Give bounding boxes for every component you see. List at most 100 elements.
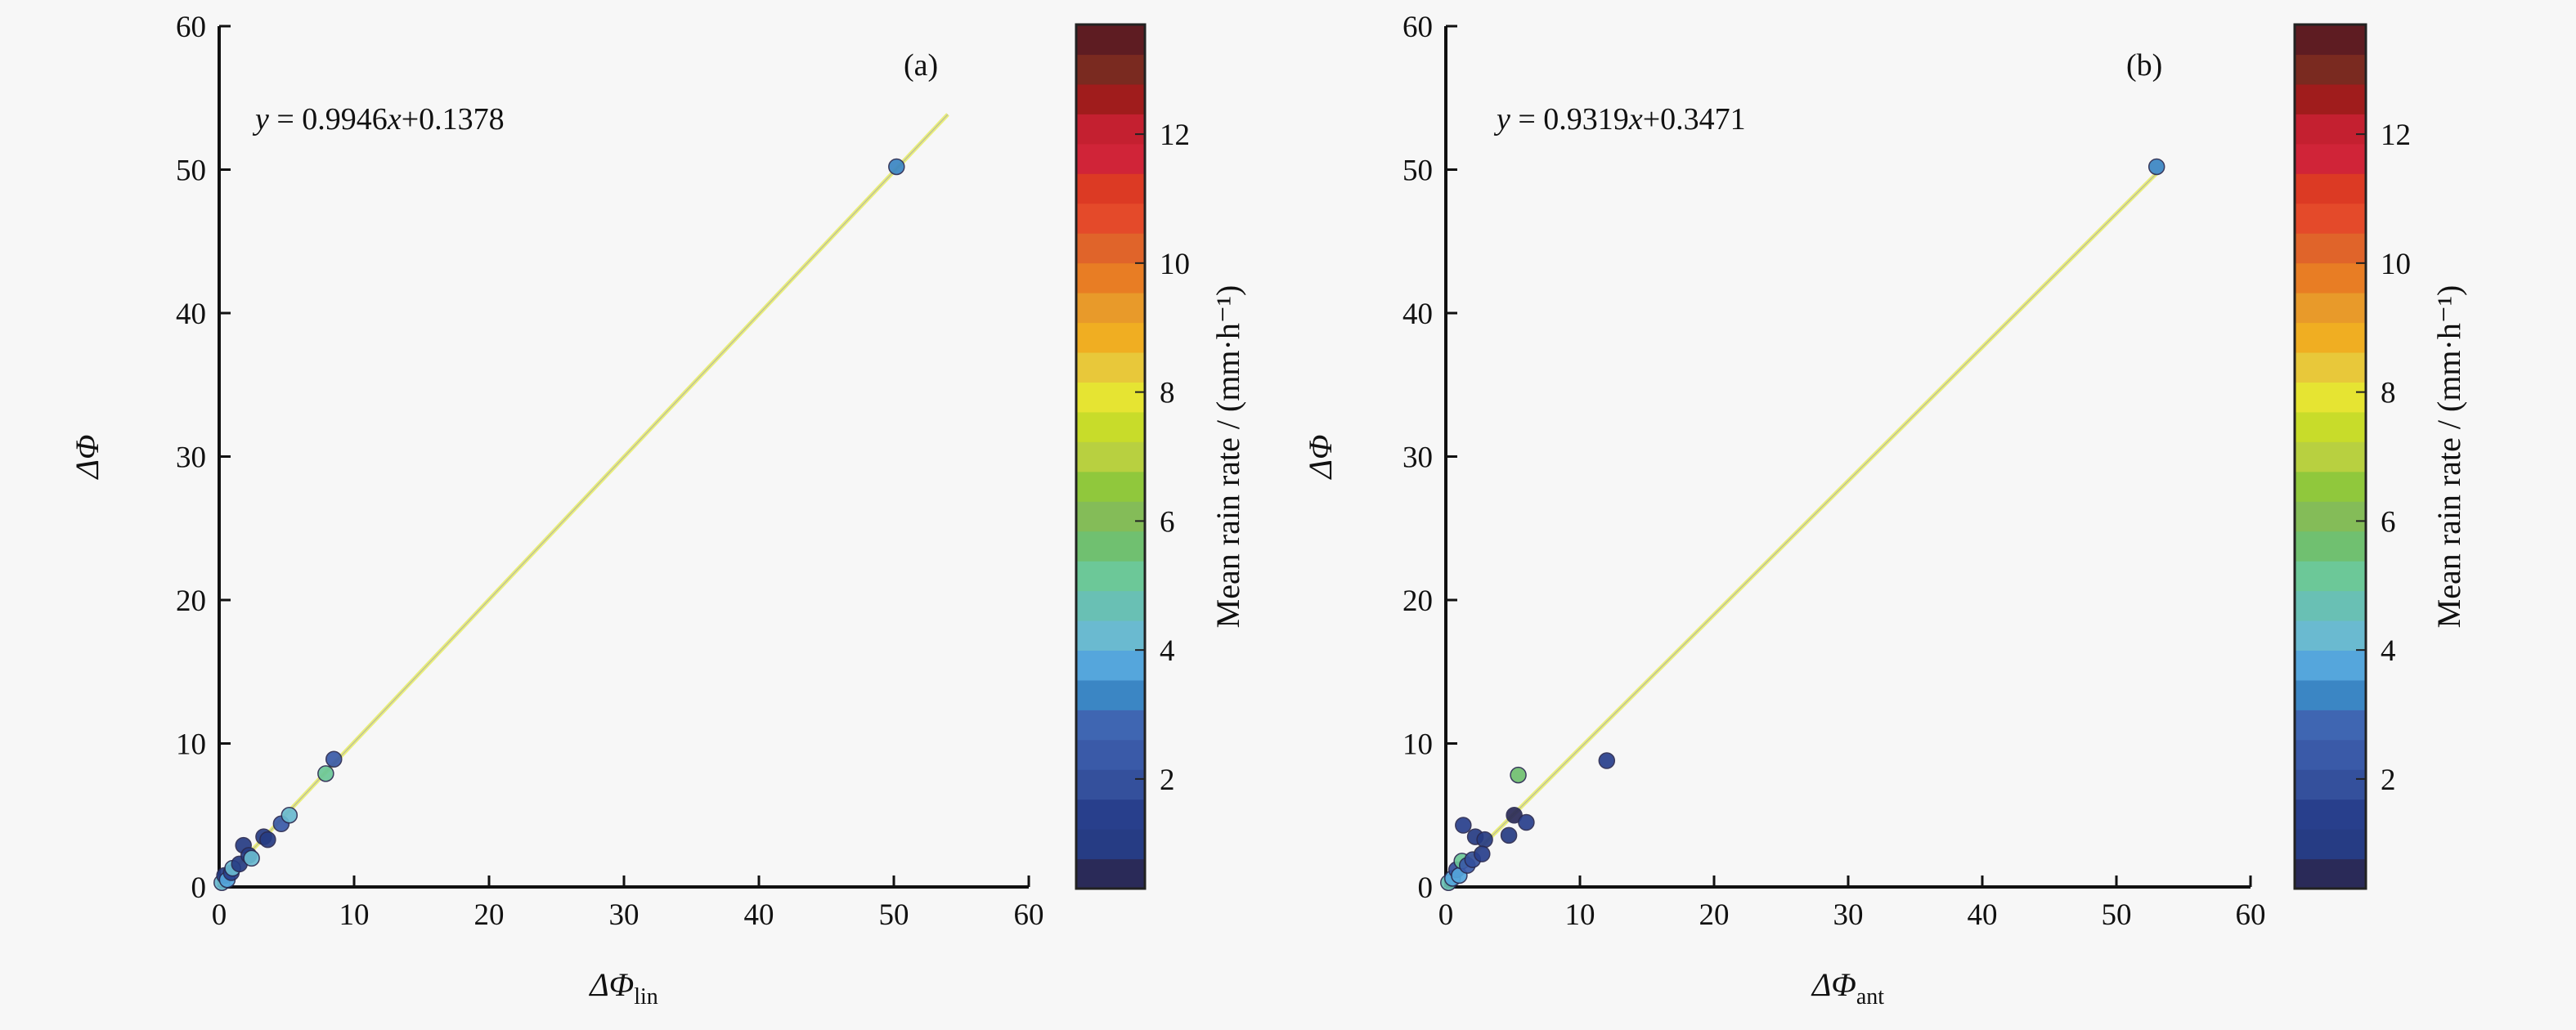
data-point	[325, 750, 343, 768]
regression-equation: y = 0.9319x+0.3471	[1493, 102, 1746, 137]
data-point	[1598, 752, 1616, 769]
x-axis-label-sub: ant	[1856, 984, 1884, 1010]
colorbar-segment	[1076, 858, 1145, 889]
data-point	[1500, 826, 1518, 844]
x-axis-label-main: ΔΦ	[588, 966, 634, 1003]
colorbar-segment	[2295, 710, 2366, 741]
x-tick-label: 10	[339, 898, 370, 932]
data-point	[243, 849, 260, 867]
colorbar-segment	[2295, 650, 2366, 681]
data-point	[1510, 766, 1527, 784]
colorbar-segment	[1076, 471, 1145, 502]
y-tick-label: 60	[176, 11, 206, 44]
colorbar-segment	[2295, 501, 2366, 532]
x-tick-label: 20	[1699, 898, 1730, 932]
colorbar-segment	[1076, 620, 1145, 652]
colorbar-segment	[1076, 441, 1145, 472]
y-tick-label: 30	[1402, 441, 1433, 475]
x-tick-label: 40	[1968, 898, 1998, 932]
data-point	[280, 807, 298, 824]
x-axis-label-main: ΔΦ	[1811, 966, 1856, 1003]
y-tick-label: 40	[176, 298, 206, 331]
colorbar-segment	[1076, 531, 1145, 562]
data-point	[1455, 817, 1472, 834]
y-tick-label: 50	[176, 154, 206, 188]
colorbar-segment	[1076, 829, 1145, 860]
colorbar-segment	[2295, 739, 2366, 770]
colorbar-segment	[2295, 679, 2366, 710]
x-tick-label: 50	[879, 898, 909, 932]
colorbar-segment	[1076, 411, 1145, 442]
x-tick-label: 30	[1833, 898, 1864, 932]
colorbar-tick-label: 6	[1160, 505, 1175, 539]
x-tick-label: 0	[1438, 898, 1454, 932]
y-tick-label: 10	[176, 728, 206, 762]
colorbar-segment	[2295, 83, 2366, 114]
fit-line-core	[1445, 172, 2157, 883]
colorbar-segment	[1076, 322, 1145, 353]
equation-intercept: +0.1378	[402, 102, 505, 137]
colorbar-segment	[1076, 679, 1145, 710]
data-point	[1474, 845, 1491, 862]
colorbar-segment	[1076, 739, 1145, 770]
data-point	[1518, 813, 1535, 831]
colorbar-segment	[1076, 293, 1145, 324]
colorbar-tick-label: 6	[2381, 505, 2396, 539]
colorbar-segment	[2295, 203, 2366, 234]
colorbar-tick-label: 8	[1160, 377, 1175, 410]
y-axis-label: ΔΦ	[1302, 435, 1339, 481]
colorbar-tick-label: 12	[1160, 119, 1190, 152]
colorbar-segment	[2295, 590, 2366, 621]
equation-slope: = 0.9319	[1510, 102, 1629, 137]
y-tick-label: 20	[176, 584, 206, 618]
data-point	[1476, 831, 1493, 849]
x-tick-label: 50	[2102, 898, 2132, 932]
colorbar-segment	[2295, 411, 2366, 442]
colorbar-segment	[2295, 293, 2366, 324]
y-tick-label: 20	[1402, 584, 1433, 618]
colorbar-segment	[2295, 173, 2366, 204]
colorbar-segment	[1076, 262, 1145, 293]
regression-equation: y = 0.9946x+0.1378	[252, 102, 505, 137]
colorbar-segment	[1076, 769, 1145, 800]
colorbar-segment	[2295, 799, 2366, 830]
panel-label: (b)	[2126, 48, 2162, 83]
colorbar-segment	[1076, 143, 1145, 174]
colorbar-segment	[1076, 799, 1145, 830]
colorbar-segment	[1076, 710, 1145, 741]
equation-intercept: +0.3471	[1643, 102, 1746, 137]
colorbar-segment	[1076, 561, 1145, 592]
equation-x: x	[387, 102, 402, 137]
x-tick-label: 0	[212, 898, 227, 932]
colorbar-tick-label: 4	[1160, 634, 1175, 668]
colorbar-frame	[2293, 23, 2367, 890]
y-tick-label: 30	[176, 441, 206, 475]
y-tick-label: 40	[1402, 298, 1433, 331]
x-tick-label: 20	[474, 898, 505, 932]
colorbar-tick-label: 2	[1160, 764, 1175, 797]
colorbar-segment	[1076, 590, 1145, 621]
equation-slope: = 0.9946	[269, 102, 388, 137]
colorbar-tick-label: 8	[2381, 377, 2396, 410]
colorbar-tick-label: 10	[2381, 248, 2411, 281]
colorbar-segment	[1076, 173, 1145, 204]
colorbar-frame	[1075, 23, 1147, 890]
x-tick-label: 10	[1565, 898, 1595, 932]
y-tick-label: 10	[1402, 728, 1433, 762]
y-tick-label: 60	[1402, 11, 1433, 44]
colorbar-segment	[2295, 858, 2366, 889]
colorbar-segment	[2295, 54, 2366, 85]
data-point	[2147, 158, 2165, 176]
colorbar-label: Mean rain rate / (mm·h⁻¹)	[2430, 285, 2467, 629]
x-tick-label: 60	[2236, 898, 2266, 932]
colorbar-tick-label: 10	[1160, 248, 1190, 281]
colorbar-segment	[1076, 203, 1145, 234]
colorbar-segment	[1076, 650, 1145, 681]
colorbar-segment	[2295, 322, 2366, 353]
panel-label: (a)	[904, 48, 938, 83]
x-tick-label: 30	[609, 898, 640, 932]
x-tick-label: 60	[1014, 898, 1044, 932]
